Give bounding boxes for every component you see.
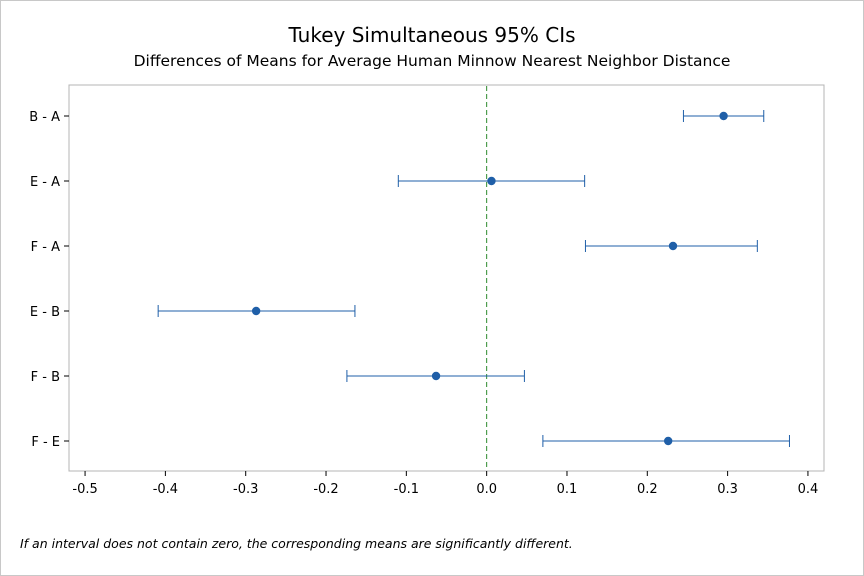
x-tick-label: 0.2: [637, 482, 658, 497]
footnote: If an interval does not contain zero, th…: [20, 536, 573, 551]
x-tick-label: 0.3: [717, 482, 738, 497]
ci-interval: [682, 110, 765, 122]
x-tick-label: -0.5: [72, 482, 97, 497]
ci-estimate-point: [668, 241, 678, 251]
y-tick-label: F - A: [31, 240, 60, 255]
x-tick-label: -0.1: [394, 482, 419, 497]
y-tick-label: F - E: [31, 435, 60, 450]
x-tick-label: -0.2: [313, 482, 338, 497]
ci-interval: [584, 240, 758, 252]
plot-area: [68, 84, 825, 472]
x-tick-label: 0.4: [798, 482, 819, 497]
ci-interval: [542, 435, 790, 447]
chart-subtitle: Differences of Means for Average Human M…: [134, 52, 731, 70]
x-tick-label: -0.3: [233, 482, 258, 497]
x-tick-label: 0.1: [557, 482, 578, 497]
y-tick-label: E - A: [30, 175, 60, 190]
x-tick-label: -0.4: [153, 482, 178, 497]
ci-interval: [157, 305, 356, 317]
ci-estimate-point: [719, 111, 728, 121]
ci-estimate-point: [251, 306, 261, 316]
y-tick-label: E - B: [30, 305, 60, 320]
x-tick-label: 0.0: [476, 482, 497, 497]
ci-estimate-point: [663, 436, 673, 446]
y-tick-label: F - B: [31, 370, 60, 385]
ci-interval: [346, 370, 525, 382]
ci-estimate-point: [487, 176, 496, 186]
chart-title: Tukey Simultaneous 95% CIs: [287, 23, 575, 47]
ci-estimate-point: [431, 371, 441, 381]
ci-interval: [397, 175, 586, 187]
y-tick-label: B - A: [29, 110, 60, 125]
